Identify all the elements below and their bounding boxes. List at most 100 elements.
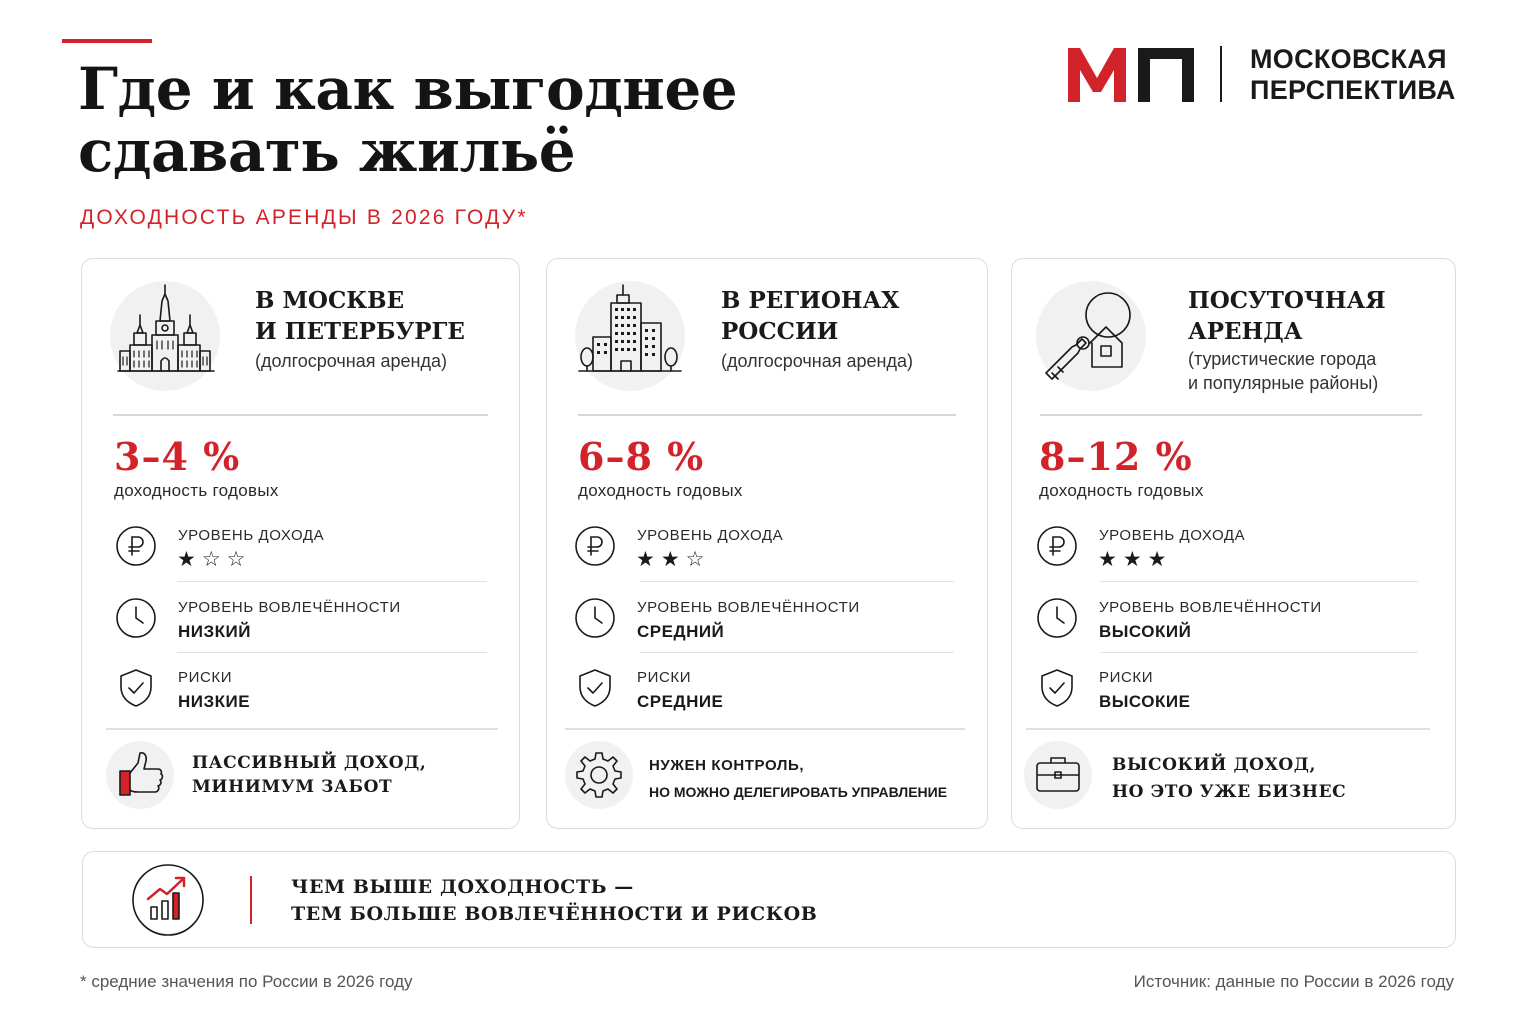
footer-line1: НУЖЕН КОНТРОЛЬ,: [649, 757, 805, 774]
summary-line1: ЧЕМ ВЫШЕ ДОХОДНОСТЬ —: [291, 876, 634, 898]
divider: [1026, 728, 1430, 730]
card-note: (долгосрочная аренда): [255, 351, 447, 371]
summary-accent-bar: [250, 876, 252, 924]
card-note-line2: и популярные районы): [1188, 373, 1379, 393]
footer-line2: НО ЭТО УЖЕ БИЗНЕС: [1112, 782, 1347, 802]
clock-icon: [1037, 598, 1077, 638]
footer-line1: ПАССИВНЫЙ ДОХОД,: [192, 753, 427, 773]
card-title-line1: В МОСКВЕ: [255, 287, 405, 314]
card-title: В РЕГИОНАХ РОССИИ: [721, 285, 981, 347]
card-title-line1: В РЕГИОНАХ: [721, 287, 900, 314]
ruble-icon: [1037, 526, 1077, 566]
divider: [177, 652, 487, 653]
income-label: УРОВЕНЬ ДОХОДА: [637, 527, 784, 544]
risk-value: СРЕДНИЕ: [637, 692, 724, 711]
card-footer-text: ПАССИВНЫЙ ДОХОД, МИНИМУМ ЗАБОТ: [192, 751, 426, 799]
divider: [640, 652, 954, 653]
divider: [640, 581, 954, 582]
page-subtitle: ДОХОДНОСТЬ АРЕНДЫ В 2026 ГОДУ*: [80, 206, 528, 229]
footer-line1: ВЫСОКИЙ ДОХОД,: [1112, 755, 1316, 775]
card-moscow-petersburg: В МОСКВЕ И ПЕТЕРБУРГЕ (долгосрочная арен…: [81, 258, 520, 829]
page-title-line2: сдавать жильё: [78, 117, 576, 185]
risk-metric: РИСКИ ВЫСОКИЕ: [1036, 665, 1418, 725]
summary-banner: ЧЕМ ВЫШЕ ДОХОДНОСТЬ — ТЕМ БОЛЬШЕ ВОВЛЕЧЁ…: [82, 851, 1456, 948]
involvement-metric: УРОВЕНЬ ВОВЛЕЧЁННОСТИ СРЕДНИЙ: [574, 595, 954, 655]
involvement-value: СРЕДНИЙ: [637, 622, 725, 641]
income-metric: УРОВЕНЬ ДОХОДА ★★☆: [574, 523, 954, 583]
risk-label: РИСКИ: [637, 669, 692, 686]
card-title: В МОСКВЕ И ПЕТЕРБУРГЕ: [255, 285, 515, 347]
logo-separator: [1220, 46, 1222, 102]
divider: [578, 414, 956, 416]
logo-name: МОСКОВСКАЯ ПЕРСПЕКТИВА: [1250, 44, 1456, 106]
card-note-line1: (туристические города: [1188, 349, 1377, 369]
income-label: УРОВЕНЬ ДОХОДА: [178, 527, 325, 544]
card-title-line2: РОССИИ: [721, 318, 839, 345]
card-note: (туристические города и популярные район…: [1188, 347, 1448, 395]
house-key-icon: [1036, 281, 1146, 391]
card-footer-text: НУЖЕН КОНТРОЛЬ, НО МОЖНО ДЕЛЕГИРОВАТЬ УП…: [649, 752, 947, 806]
risk-metric: РИСКИ НИЗКИЕ: [115, 665, 487, 725]
shield-check-icon: [120, 669, 152, 707]
income-stars: ★☆☆: [177, 547, 252, 571]
apartment-building-icon: [575, 281, 685, 391]
ruble-icon: [575, 526, 615, 566]
divider: [1100, 652, 1418, 653]
involvement-value: ВЫСОКИЙ: [1099, 622, 1192, 641]
card-title-line1: ПОСУТОЧНАЯ: [1188, 287, 1386, 314]
logo: МОСКОВСКАЯ ПЕРСПЕКТИВА: [1066, 44, 1466, 106]
footnote: * средние значения по России в 2026 году: [80, 972, 413, 991]
involvement-label: УРОВЕНЬ ВОВЛЕЧЁННОСТИ: [637, 599, 860, 616]
logo-name-line1: МОСКОВСКАЯ: [1250, 44, 1447, 74]
yield-value: 6–8 %: [578, 434, 705, 479]
city-skyline-icon: [110, 281, 220, 391]
divider: [177, 581, 487, 582]
income-stars: ★★★: [1098, 547, 1173, 571]
divider: [1100, 581, 1418, 582]
risk-metric: РИСКИ СРЕДНИЕ: [574, 665, 954, 725]
clock-icon: [575, 598, 615, 638]
summary-text: ЧЕМ ВЫШЕ ДОХОДНОСТЬ — ТЕМ БОЛЬШЕ ВОВЛЕЧЁ…: [291, 874, 817, 928]
shield-check-icon: [1041, 669, 1073, 707]
summary-line2: ТЕМ БОЛЬШЕ ВОВЛЕЧЁННОСТИ И РИСКОВ: [291, 903, 818, 925]
divider: [106, 728, 498, 730]
income-metric: УРОВЕНЬ ДОХОДА ★★★: [1036, 523, 1418, 583]
yield-label: доходность годовых: [114, 481, 279, 500]
logo-mark: [1068, 48, 1194, 102]
divider: [565, 728, 965, 730]
involvement-metric: УРОВЕНЬ ВОВЛЕЧЁННОСТИ НИЗКИЙ: [115, 595, 487, 655]
divider: [1040, 414, 1422, 416]
ruble-icon: [116, 526, 156, 566]
income-label: УРОВЕНЬ ДОХОДА: [1099, 527, 1246, 544]
yield-value: 8–12 %: [1039, 434, 1193, 479]
card-regions: В РЕГИОНАХ РОССИИ (долгосрочная аренда) …: [546, 258, 988, 829]
shield-check-icon: [579, 669, 611, 707]
yield-label: доходность годовых: [1039, 481, 1204, 500]
top-accent-line: [62, 39, 152, 43]
footer-line2: МИНИМУМ ЗАБОТ: [192, 777, 393, 797]
card-title-line2: И ПЕТЕРБУРГЕ: [255, 318, 465, 345]
card-note: (долгосрочная аренда): [721, 351, 913, 371]
gear-icon: [565, 741, 633, 809]
page-title: Где и как выгоднее сдавать жильё: [78, 58, 778, 182]
involvement-label: УРОВЕНЬ ВОВЛЕЧЁННОСТИ: [1099, 599, 1322, 616]
clock-icon: [116, 598, 156, 638]
card-title-line2: АРЕНДА: [1188, 318, 1303, 345]
involvement-metric: УРОВЕНЬ ВОВЛЕЧЁННОСТИ ВЫСОКИЙ: [1036, 595, 1418, 655]
involvement-label: УРОВЕНЬ ВОВЛЕЧЁННОСТИ: [178, 599, 401, 616]
source-note: Источник: данные по России в 2026 году: [1133, 972, 1454, 991]
income-metric: УРОВЕНЬ ДОХОДА ★☆☆: [115, 523, 487, 583]
logo-name-line2: ПЕРСПЕКТИВА: [1250, 75, 1456, 105]
growth-chart-icon: [132, 864, 204, 936]
card-title: ПОСУТОЧНАЯ АРЕНДА: [1188, 285, 1448, 347]
briefcase-icon: [1024, 741, 1092, 809]
risk-value: НИЗКИЕ: [178, 692, 251, 711]
income-stars: ★★☆: [636, 547, 711, 571]
card-footer-text: ВЫСОКИЙ ДОХОД, НО ЭТО УЖЕ БИЗНЕС: [1112, 752, 1346, 806]
involvement-value: НИЗКИЙ: [178, 622, 251, 641]
footer-line2: НО МОЖНО ДЕЛЕГИРОВАТЬ УПРАВЛЕНИЕ: [649, 784, 948, 800]
page-title-line1: Где и как выгоднее: [78, 55, 738, 123]
yield-value: 3–4 %: [114, 434, 241, 479]
thumbs-up-icon: [106, 741, 174, 809]
risk-label: РИСКИ: [1099, 669, 1154, 686]
